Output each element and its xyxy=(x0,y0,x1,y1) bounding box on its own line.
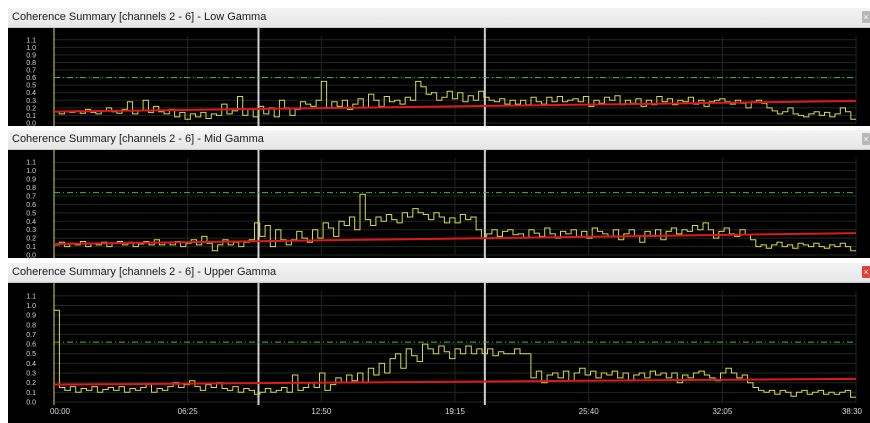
y-tick-label: 1.0 xyxy=(26,303,36,310)
coherence-series xyxy=(54,80,856,120)
time-tick: 38:30 xyxy=(841,407,863,416)
time-tick: 06:25 xyxy=(177,407,198,416)
trend-line xyxy=(53,100,857,113)
mid-gamma-title-bar[interactable]: Coherence Summary [channels 2 - 6] - Mid… xyxy=(8,130,870,150)
y-tick-label: 1.1 xyxy=(26,293,36,300)
upper-gamma-close-icon[interactable]: × xyxy=(862,266,870,278)
trend-line xyxy=(53,232,857,246)
y-tick-label: 0.7 xyxy=(26,68,36,75)
mid-gamma-chart: 1.11.0 0.90.80.7 0.60.5 0.40.3 0.20.1 0.0 xyxy=(26,150,857,259)
y-tick-label: 0.3 xyxy=(26,227,36,234)
low-gamma-title-bar[interactable]: Coherence Summary [channels 2 - 6] - Low… xyxy=(8,8,870,28)
y-tick-label: 0.2 xyxy=(26,236,36,243)
y-tick-label: 0.1 xyxy=(26,113,36,120)
time-tick: 32:05 xyxy=(712,407,733,416)
low-gamma-close-icon[interactable]: × xyxy=(862,11,870,23)
y-tick-label: 0.3 xyxy=(26,98,36,105)
y-tick-label: 0.9 xyxy=(26,52,36,59)
upper-gamma-title-bar[interactable]: Coherence Summary [channels 2 - 6] - Upp… xyxy=(8,263,870,283)
y-tick-label: 0.7 xyxy=(26,332,36,339)
y-tick-label: 0.5 xyxy=(26,83,36,90)
y-tick-label: 1.0 xyxy=(26,45,36,52)
y-tick-label: 0.0 xyxy=(26,121,36,127)
time-tick: 25:40 xyxy=(578,407,599,416)
y-tick-label: 0.6 xyxy=(26,342,36,349)
low-gamma-chart: 1.11.00.90.80.70.60.50.40.30.20.10.0 xyxy=(26,28,857,127)
low-gamma-plot[interactable]: 1.1 1.0 0.9 0.8 0.7 0.6 0.5 0.4 0.3 0.2 0.1 0.0 xyxy=(8,28,870,126)
mid-gamma-plot[interactable]: 1.1 1.0 0.9 0.8 0.7 0.6 0.5 0.4 0.3 0.2 0.1 0.0 xyxy=(8,150,870,258)
y-tick-label: 0.3 xyxy=(26,371,36,378)
y-tick-label: 1.0 xyxy=(26,168,36,175)
mid-gamma-title: Coherence Summary [channels 2 - 6] - Mid… xyxy=(12,133,264,145)
y-tick-label: 0.2 xyxy=(26,380,36,387)
y-tick-label: 1.1 xyxy=(26,37,36,44)
upper-gamma-panel: Coherence Summary [channels 2 - 6] - Upp… xyxy=(8,263,870,405)
y-tick-label: 0.9 xyxy=(26,177,36,184)
mid-gamma-panel: Coherence Summary [channels 2 - 6] - Mid… xyxy=(8,130,870,258)
y-tick-label: 0.1 xyxy=(26,244,36,251)
upper-gamma-title: Coherence Summary [channels 2 - 6] - Upp… xyxy=(12,266,277,278)
y-tick-label: 0.9 xyxy=(26,313,36,320)
y-tick-label: 0.6 xyxy=(26,75,36,82)
time-axis: 00:00 06:25 12:50 19:15 25:40 32:05 38:3… xyxy=(8,405,870,423)
y-tick-label: 0.4 xyxy=(26,361,36,368)
y-tick-label: 0.5 xyxy=(26,210,36,217)
time-tick: 19:15 xyxy=(444,407,466,416)
trend-line xyxy=(53,377,857,386)
y-tick-label: 0.2 xyxy=(26,105,36,112)
upper-gamma-chart: 1.1 1.0 0.9 0.8 0.7 0.6 0.5 0.4 0.3 0.2 0.1 0.0 xyxy=(26,283,857,406)
y-tick-label: 0.8 xyxy=(26,60,36,67)
time-tick: 00:00 xyxy=(49,407,71,416)
low-gamma-panel: Coherence Summary [channels 2 - 6] - Low… xyxy=(8,8,870,126)
y-tick-label: 0.6 xyxy=(26,202,36,209)
y-tick-label: 0.4 xyxy=(26,219,36,226)
y-tick-label: 0.1 xyxy=(26,390,36,397)
low-gamma-title: Coherence Summary [channels 2 - 6] - Low… xyxy=(12,11,267,23)
y-tick-label: 0.0 xyxy=(26,253,36,259)
y-tick-label: 1.1 xyxy=(26,160,36,167)
y-tick-label: 0.7 xyxy=(26,193,36,200)
y-tick-label: 0.0 xyxy=(26,400,36,406)
y-tick-label: 0.8 xyxy=(26,185,36,192)
mid-gamma-close-icon[interactable]: × xyxy=(862,133,870,145)
coherence-series xyxy=(54,193,856,252)
y-tick-label: 0.5 xyxy=(26,351,36,358)
upper-gamma-plot[interactable]: 1.1 1.0 0.9 0.8 0.7 0.6 0.5 0.4 0.3 0.2 0.1 0.0 xyxy=(8,283,870,405)
y-tick-label: 0.4 xyxy=(26,90,36,97)
time-tick: 12:50 xyxy=(311,407,332,416)
y-tick-label: 0.8 xyxy=(26,322,36,329)
